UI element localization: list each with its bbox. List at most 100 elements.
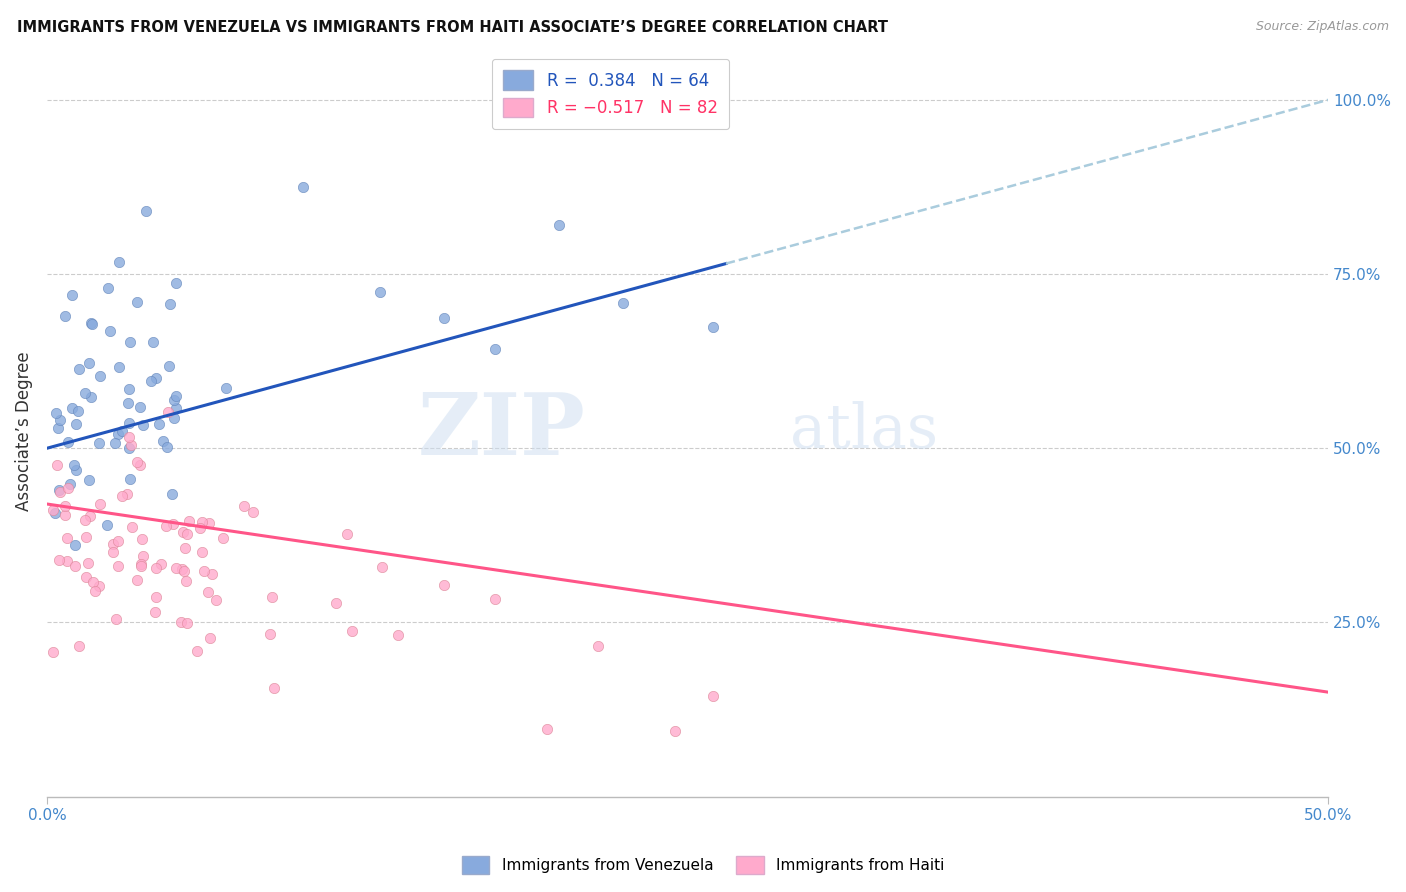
Point <box>89 579 111 593</box>
Point <box>121 519 143 533</box>
Point <box>212 531 235 545</box>
Point <box>56 531 79 545</box>
Point <box>145 590 167 604</box>
Point <box>242 505 264 519</box>
Point <box>65 463 87 477</box>
Point <box>46 458 69 473</box>
Point <box>174 541 197 555</box>
Point <box>53 508 76 522</box>
Point <box>612 296 634 310</box>
Point <box>56 553 79 567</box>
Point <box>49 413 72 427</box>
Point <box>157 359 180 374</box>
Point <box>170 615 193 629</box>
Point <box>63 458 86 472</box>
Point <box>129 558 152 572</box>
Point <box>118 382 141 396</box>
Point <box>117 487 139 501</box>
Point <box>198 631 221 645</box>
Point <box>97 280 120 294</box>
Legend: R =  0.384   N = 64, R = −0.517   N = 82: R = 0.384 N = 64, R = −0.517 N = 82 <box>492 59 730 128</box>
Point <box>292 179 315 194</box>
Point <box>56 434 79 449</box>
Point <box>48 483 70 497</box>
Point <box>132 549 155 563</box>
Point <box>702 689 724 703</box>
Point <box>75 569 97 583</box>
Point <box>117 396 139 410</box>
Point <box>163 411 186 425</box>
Point <box>118 416 141 430</box>
Point <box>89 369 111 384</box>
Point <box>215 381 238 395</box>
Point <box>107 558 129 573</box>
Point <box>100 324 122 338</box>
Point <box>433 578 456 592</box>
Point <box>111 489 134 503</box>
Point <box>159 297 181 311</box>
Text: Source: ZipAtlas.com: Source: ZipAtlas.com <box>1256 20 1389 33</box>
Point <box>108 255 131 269</box>
Point <box>79 508 101 523</box>
Point <box>59 476 82 491</box>
Point <box>162 487 184 501</box>
Point <box>702 319 724 334</box>
Point <box>186 644 208 658</box>
Point <box>191 545 214 559</box>
Point <box>75 385 97 400</box>
Point <box>120 438 142 452</box>
Point <box>120 471 142 485</box>
Point <box>174 574 197 588</box>
Point <box>89 497 111 511</box>
Point <box>664 723 686 738</box>
Point <box>233 499 256 513</box>
Legend: Immigrants from Venezuela, Immigrants from Haiti: Immigrants from Venezuela, Immigrants fr… <box>456 850 950 880</box>
Point <box>162 393 184 408</box>
Point <box>387 628 409 642</box>
Point <box>129 559 152 574</box>
Point <box>101 537 124 551</box>
Point <box>73 513 96 527</box>
Point <box>66 404 89 418</box>
Point <box>141 374 163 388</box>
Point <box>201 566 224 581</box>
Point <box>259 626 281 640</box>
Point <box>536 722 558 736</box>
Point <box>156 405 179 419</box>
Point <box>193 565 215 579</box>
Point <box>165 561 187 575</box>
Point <box>76 556 98 570</box>
Point <box>370 560 392 574</box>
Point <box>155 519 177 533</box>
Point <box>104 436 127 450</box>
Point <box>53 500 76 514</box>
Point <box>128 458 150 473</box>
Point <box>145 370 167 384</box>
Point <box>176 616 198 631</box>
Point <box>172 562 194 576</box>
Point <box>484 592 506 607</box>
Point <box>149 557 172 571</box>
Point <box>165 389 187 403</box>
Point <box>75 530 97 544</box>
Point <box>118 430 141 444</box>
Point <box>48 484 70 499</box>
Point <box>56 481 79 495</box>
Point <box>179 514 201 528</box>
Point <box>104 612 127 626</box>
Point <box>188 521 211 535</box>
Point <box>143 605 166 619</box>
Point <box>165 276 187 290</box>
Point <box>548 218 571 232</box>
Point <box>42 645 65 659</box>
Point <box>67 361 90 376</box>
Point <box>156 441 179 455</box>
Point <box>96 518 118 533</box>
Point <box>87 436 110 450</box>
Point <box>118 334 141 349</box>
Point <box>125 294 148 309</box>
Point <box>80 317 103 331</box>
Point <box>142 335 165 350</box>
Point <box>65 538 87 552</box>
Point <box>336 526 359 541</box>
